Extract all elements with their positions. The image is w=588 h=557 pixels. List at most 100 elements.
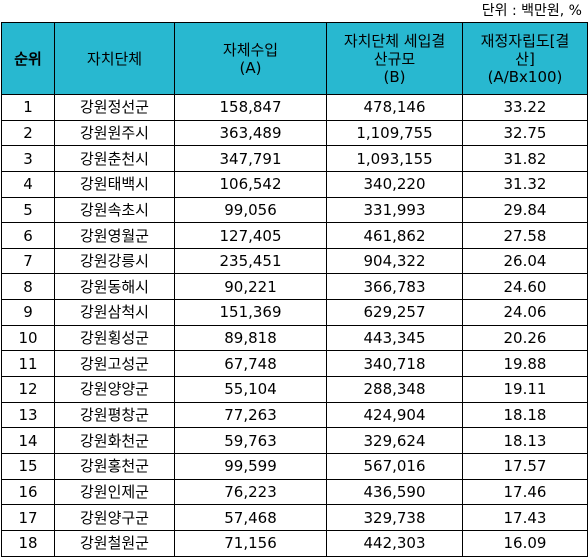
- budget-cell: 567,016: [326, 452, 463, 480]
- name-cell: 강원인제군: [54, 478, 175, 506]
- header-ratio-line-1: 재정자립도[결: [480, 31, 570, 50]
- budget-cell: 424,904: [326, 401, 463, 429]
- own-revenue-cell: 76,223: [174, 478, 327, 506]
- table-row: 17 강원양구군 57,468 329,738 17.43: [1, 504, 588, 531]
- ratio-cell: 32.75: [462, 119, 588, 147]
- header-ratio: 재정자립도[결 산] (A/Bx100): [462, 22, 588, 95]
- rank-cell: 8: [1, 273, 55, 301]
- own-revenue-cell: 77,263: [174, 401, 327, 429]
- table-row: 8 강원동해시 90,221 366,783 24.60: [1, 273, 588, 301]
- own-revenue-cell: 235,451: [174, 247, 327, 275]
- own-revenue-cell: 90,221: [174, 273, 327, 301]
- ratio-cell: 33.22: [462, 94, 588, 121]
- table-row: 12 강원양양군 55,104 288,348 19.11: [1, 376, 588, 403]
- ratio-cell: 17.46: [462, 478, 588, 506]
- name-cell: 강원동해시: [54, 273, 175, 301]
- header-row: 순위 자치단체 자체수입 (A) 자치단체 세입결 산규모 (B) 재정자립도[…: [1, 22, 588, 95]
- name-cell: 강원강릉시: [54, 247, 175, 275]
- own-revenue-cell: 57,468: [174, 504, 327, 531]
- table-row: 7 강원강릉시 235,451 904,322 26.04: [1, 247, 588, 275]
- name-cell: 강원양구군: [54, 504, 175, 531]
- rank-cell: 9: [1, 299, 55, 326]
- table-row: 11 강원고성군 67,748 340,718 19.88: [1, 350, 588, 378]
- name-cell: 강원평창군: [54, 401, 175, 429]
- header-ratio-line-2: 산]: [515, 49, 535, 68]
- header-own-revenue-line-1: 자체수입: [222, 40, 279, 59]
- name-cell: 강원횡성군: [54, 324, 175, 352]
- budget-cell: 331,993: [326, 196, 463, 224]
- name-cell: 강원홍천군: [54, 452, 175, 480]
- table-body: 1 강원정선군 158,847 478,146 33.22 2 강원원주시 363,489 1,…: [1, 94, 588, 557]
- name-cell: 강원정선군: [54, 94, 175, 121]
- own-revenue-cell: 99,599: [174, 452, 327, 480]
- name-cell: 강원고성군: [54, 350, 175, 378]
- header-budget-line-2: 산규모: [373, 49, 416, 68]
- rank-cell: 5: [1, 196, 55, 224]
- budget-cell: 329,624: [326, 427, 463, 454]
- header-own-revenue: 자체수입 (A): [174, 22, 327, 95]
- budget-cell: 288,348: [326, 376, 463, 403]
- budget-cell: 1,093,155: [326, 145, 463, 172]
- budget-cell: 329,738: [326, 504, 463, 531]
- own-revenue-cell: 89,818: [174, 324, 327, 352]
- ratio-cell: 31.82: [462, 145, 588, 172]
- ratio-cell: 20.26: [462, 324, 588, 352]
- ratio-cell: 18.18: [462, 401, 588, 429]
- table-row: 10 강원횡성군 89,818 443,345 20.26: [1, 324, 588, 352]
- own-revenue-cell: 151,369: [174, 299, 327, 326]
- budget-cell: 340,220: [326, 170, 463, 198]
- own-revenue-cell: 363,489: [174, 119, 327, 147]
- table-row: 3 강원춘천시 347,791 1,093,155 31.82: [1, 145, 588, 172]
- table-row: 5 강원속초시 99,056 331,993 29.84: [1, 196, 588, 224]
- header-rank: 순위: [1, 22, 55, 95]
- budget-cell: 1,109,755: [326, 119, 463, 147]
- ratio-cell: 17.57: [462, 452, 588, 480]
- rank-cell: 4: [1, 170, 55, 198]
- name-cell: 강원속초시: [54, 196, 175, 224]
- budget-cell: 478,146: [326, 94, 463, 121]
- name-cell: 강원양양군: [54, 376, 175, 403]
- ratio-cell: 17.43: [462, 504, 588, 531]
- name-cell: 강원춘천시: [54, 145, 175, 172]
- rank-cell: 11: [1, 350, 55, 378]
- header-budget-line-3: (B): [383, 67, 406, 86]
- table-row: 14 강원화천군 59,763 329,624 18.13: [1, 427, 588, 454]
- table-row: 15 강원홍천군 99,599 567,016 17.57: [1, 452, 588, 480]
- rank-cell: 12: [1, 376, 55, 403]
- rank-cell: 7: [1, 247, 55, 275]
- ratio-cell: 31.32: [462, 170, 588, 198]
- table-row: 18 강원철원군 71,156 442,303 16.09: [1, 529, 588, 557]
- table-row: 1 강원정선군 158,847 478,146 33.22: [1, 94, 588, 121]
- rank-cell: 15: [1, 452, 55, 480]
- ratio-cell: 27.58: [462, 222, 588, 249]
- header-ratio-line-3: (A/Bx100): [487, 67, 563, 86]
- budget-cell: 340,718: [326, 350, 463, 378]
- name-cell: 강원영월군: [54, 222, 175, 249]
- header-name: 자치단체: [54, 22, 175, 95]
- name-cell: 강원철원군: [54, 529, 175, 557]
- budget-cell: 629,257: [326, 299, 463, 326]
- rank-cell: 14: [1, 427, 55, 454]
- table-row: 2 강원원주시 363,489 1,109,755 32.75: [1, 119, 588, 147]
- own-revenue-cell: 55,104: [174, 376, 327, 403]
- ratio-cell: 16.09: [462, 529, 588, 557]
- budget-cell: 366,783: [326, 273, 463, 301]
- own-revenue-cell: 59,763: [174, 427, 327, 454]
- name-cell: 강원원주시: [54, 119, 175, 147]
- header-own-revenue-line-2: (A): [239, 58, 262, 77]
- name-cell: 강원화천군: [54, 427, 175, 454]
- header-budget: 자치단체 세입결 산규모 (B): [326, 22, 463, 95]
- budget-cell: 436,590: [326, 478, 463, 506]
- ratio-cell: 19.88: [462, 350, 588, 378]
- table-row: 6 강원영월군 127,405 461,862 27.58: [1, 222, 588, 249]
- budget-cell: 904,322: [326, 247, 463, 275]
- ratio-cell: 26.04: [462, 247, 588, 275]
- rank-cell: 17: [1, 504, 55, 531]
- ratio-cell: 24.06: [462, 299, 588, 326]
- table-row: 13 강원평창군 77,263 424,904 18.18: [1, 401, 588, 429]
- header-budget-line-1: 자치단체 세입결: [343, 31, 446, 50]
- own-revenue-cell: 67,748: [174, 350, 327, 378]
- ratio-cell: 29.84: [462, 196, 588, 224]
- fiscal-independence-table: 순위 자치단체 자체수입 (A) 자치단체 세입결 산규모 (B) 재정자립도[…: [1, 22, 588, 557]
- own-revenue-cell: 127,405: [174, 222, 327, 249]
